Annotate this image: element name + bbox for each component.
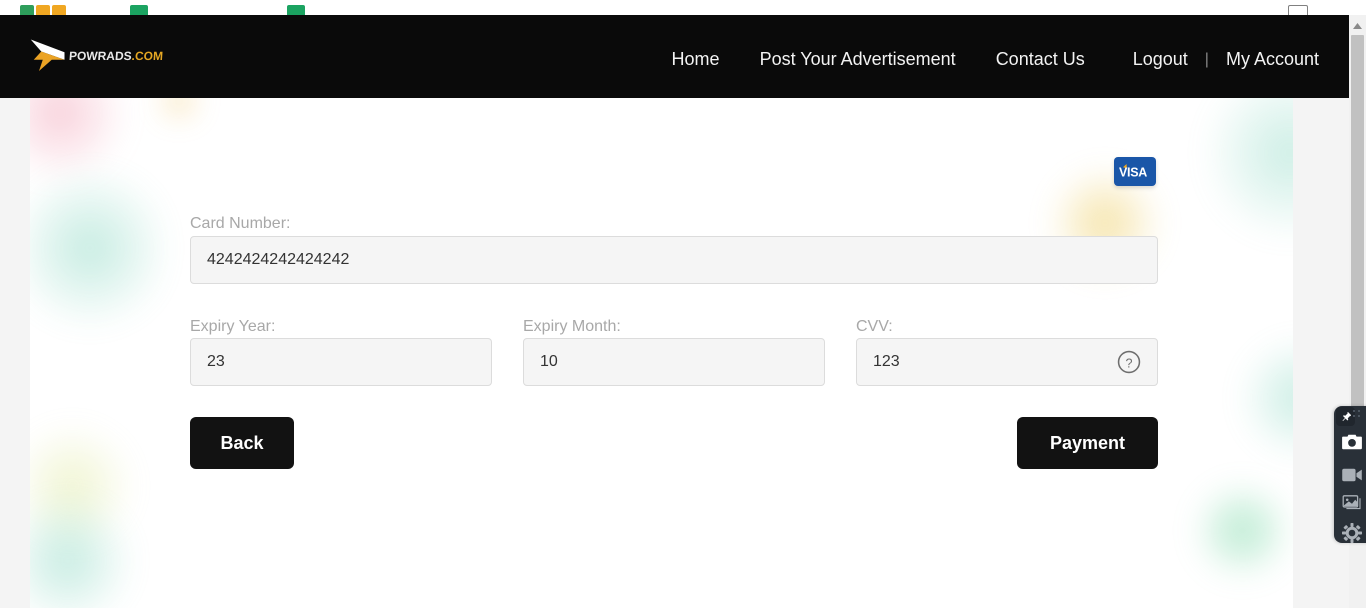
svg-text:VISA: VISA: [1119, 165, 1147, 179]
svg-text:?: ?: [1125, 357, 1132, 371]
